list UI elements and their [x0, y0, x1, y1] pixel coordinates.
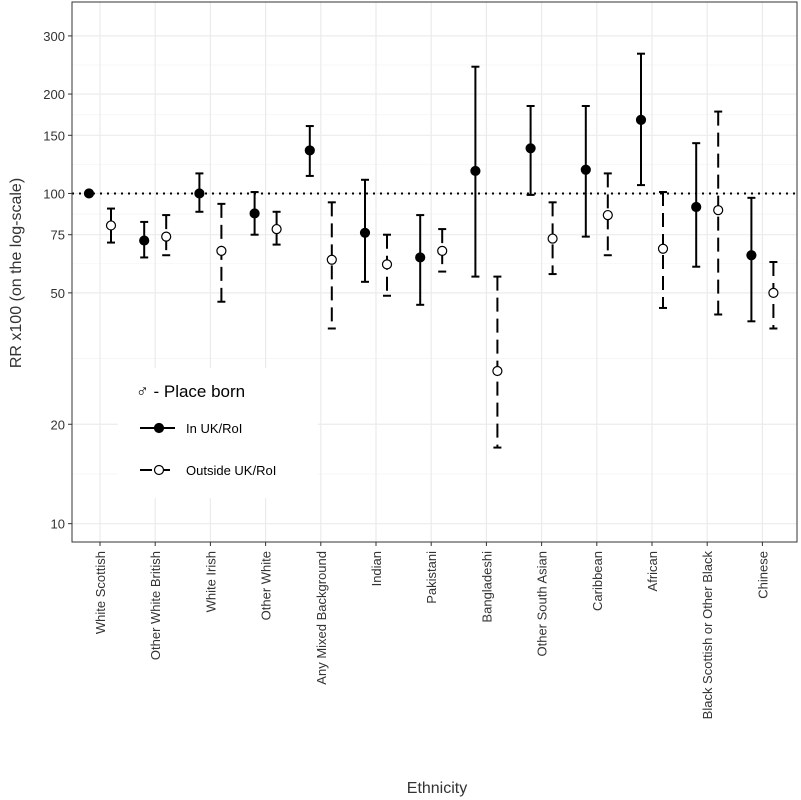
data-point — [83, 188, 95, 199]
data-point — [525, 143, 536, 154]
x-axis: White Scottish Other White British White I… — [93, 542, 770, 719]
data-point — [304, 145, 315, 156]
x-tick-label: Chinese — [755, 551, 770, 599]
x-tick-label: Pakistani — [424, 551, 439, 604]
y-tick-label: 150 — [43, 128, 65, 143]
data-point — [547, 233, 558, 244]
x-tick-label: Bangladeshi — [479, 551, 494, 623]
grid-lines — [72, 2, 797, 542]
y-axis: 10 20 50 75 100 150 200 300 — [43, 29, 72, 532]
y-tick-label: 100 — [43, 186, 65, 201]
data-point — [768, 287, 779, 298]
y-tick-label: 50 — [51, 286, 65, 301]
data-point — [249, 208, 260, 219]
legend-entry-label: Outside UK/RoI — [186, 463, 276, 478]
data-point — [105, 220, 117, 231]
data-point — [657, 243, 669, 254]
x-tick-label: Other South Asian — [535, 551, 550, 657]
x-tick-label: Other White British — [148, 551, 163, 660]
y-tick-label: 75 — [51, 228, 65, 243]
y-tick-label: 200 — [43, 87, 65, 102]
x-tick-label: White Scottish — [93, 551, 108, 634]
data-point — [216, 245, 227, 256]
data-point — [381, 259, 393, 270]
data-point — [746, 250, 757, 261]
data-point — [437, 245, 448, 256]
data-point — [580, 164, 591, 175]
y-tick-label: 300 — [43, 29, 65, 44]
legend-key-marker — [153, 464, 165, 476]
x-tick-label: Any Mixed Background — [314, 551, 329, 685]
legend: ♂ - Place born In UK/RoI Outside UK/RoI — [118, 368, 318, 498]
legend-background — [118, 368, 318, 498]
y-tick-label: 10 — [51, 517, 65, 532]
data-point — [713, 205, 724, 216]
x-tick-label: African — [645, 551, 660, 591]
data-point — [326, 254, 337, 265]
x-tick-label: Caribbean — [590, 551, 605, 611]
x-tick-label: White Irish — [203, 551, 218, 612]
data-point — [161, 231, 172, 242]
data-point — [139, 235, 150, 246]
legend-title: ♂ - Place born — [136, 382, 245, 401]
x-tick-label: Indian — [369, 551, 384, 586]
x-tick-label: Other White — [259, 551, 274, 620]
y-axis-title: RR x100 (on the log-scale) — [8, 178, 25, 368]
x-tick-label: Black Scottish or Other Black — [700, 551, 715, 720]
data-point — [492, 365, 503, 377]
y-tick-label: 20 — [51, 417, 65, 432]
data-point — [359, 227, 371, 238]
data-point — [194, 188, 205, 199]
plot-panel — [71, 1, 798, 543]
legend-entry-label: In UK/RoI — [186, 421, 242, 436]
data-marks — [83, 52, 779, 449]
data-point — [271, 223, 282, 235]
data-point — [602, 209, 613, 221]
data-point — [415, 252, 426, 263]
data-point — [691, 201, 702, 213]
x-axis-title: Ethnicity — [407, 780, 467, 797]
data-point — [635, 114, 647, 126]
data-point — [470, 165, 481, 177]
legend-key-marker — [153, 422, 165, 434]
